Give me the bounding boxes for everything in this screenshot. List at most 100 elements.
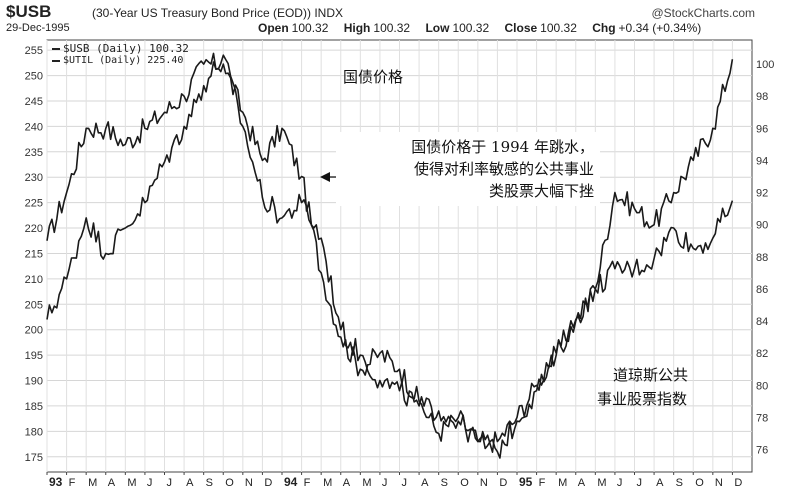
legend-swatch [52,48,60,50]
x-tick-label: J [147,477,153,489]
x-tick-label: N [245,477,253,489]
legend-label-util: $UTIL (Daily) 225.40 [63,55,184,66]
x-tick-label: O [460,477,469,489]
x-tick-label: O [695,477,704,489]
left-tick-label: 225 [25,198,43,210]
right-tick-label: 96 [756,123,768,135]
subtitle-text: (30-Year US Treasury Bond Price (EOD)) [92,6,311,20]
util-series-line [46,54,734,459]
legend-swatch [52,60,60,62]
left-tick-label: 250 [25,71,43,83]
x-tick-label: F [304,477,311,489]
left-tick-label: 175 [25,452,43,464]
x-tick-label: 94 [284,475,298,489]
low-label: Low [425,21,450,35]
x-tick-label: D [264,477,272,489]
left-tick-label: 195 [25,350,43,362]
util-index-label-line1: 道琼斯公共 [613,366,689,384]
right-tick-label: 80 [756,380,768,392]
x-tick-label: M [558,477,567,489]
right-tick-label: 78 [756,412,768,424]
x-tick-label: S [206,477,213,489]
low-value: 100.32 [452,21,490,35]
x-tick-label: M [127,477,136,489]
right-tick-label: 98 [756,91,768,103]
x-tick-label: J [382,477,388,489]
left-tick-label: 215 [25,248,43,260]
note-line: 使得对利率敏感的公共事业 [413,160,594,178]
left-tick-label: 255 [25,45,43,57]
right-tick-label: 86 [756,284,768,296]
x-tick-label: J [402,477,408,489]
x-tick-label: J [617,477,623,489]
x-tick-label: M [88,477,97,489]
x-tick-label: A [186,477,194,489]
x-tick-label: D [499,477,507,489]
x-tick-label: M [597,477,606,489]
series-lines [46,52,734,459]
left-tick-label: 205 [25,299,43,311]
chart-date: 29-Dec-1995 [6,22,70,34]
usb-series-line [46,52,734,453]
left-tick-label: 220 [25,223,43,235]
chg-value: +0.34 (+0.34%) [618,21,702,35]
exchange-label: INDX [314,6,343,20]
left-tick-label: 180 [25,426,43,438]
right-tick-label: 100 [756,59,774,71]
right-tick-label: 82 [756,348,768,360]
ohlc-readout: Open 100.32 High 100.32 Low 100.32 Close 100… [258,21,701,35]
x-tick-label: A [656,477,664,489]
high-value: 100.32 [373,21,411,35]
x-tick-label: J [167,477,173,489]
left-tick-label: 200 [25,325,43,337]
x-tick-label: A [578,477,586,489]
arrow-head [320,172,330,182]
util-index-label-line2: 事业股票指数 [597,390,688,408]
right-tick-label: 88 [756,252,768,264]
right-tick-label: 84 [756,316,768,328]
left-tick-label: 190 [25,376,43,388]
legend-item-usb: $USB (Daily) 100.32 [52,43,189,55]
legend-item-util: $UTIL (Daily) 225.40 [52,55,189,67]
x-tick-label: M [362,477,371,489]
right-tick-label: 92 [756,188,768,200]
right-tick-label: 76 [756,445,768,457]
chg-label: Chg [592,21,616,35]
axes: 175 180 185 190 195 200 205 210 215 220 225 230 235 2… [25,45,775,489]
annotation-note: 国债价格于 1994 年跳水， 使得对利率敏感的公共事业 类股票大幅下挫 [336,132,600,206]
x-tick-label: S [441,477,448,489]
note-line: 类股票大幅下挫 [488,182,594,200]
brand-label: @StockCharts.com [651,6,755,20]
ticker-symbol: $USB [6,2,52,21]
open-label: Open [258,21,289,35]
open-value: 100.32 [291,21,329,35]
legend: $USB (Daily) 100.32 $UTIL (Daily) 225.40 [52,43,189,67]
x-tick-label: S [676,477,683,489]
x-tick-label: N [715,477,723,489]
x-tick-label: A [343,477,351,489]
note-line: 国债价格于 1994 年跳水， [411,138,594,156]
left-tick-label: 230 [25,172,43,184]
left-tick-label: 245 [25,96,43,108]
chart-subtitle: (30-Year US Treasury Bond Price (EOD)) I… [92,6,343,20]
close-label: Close [504,21,538,35]
x-tick-label: A [421,477,429,489]
left-tick-label: 235 [25,147,43,159]
x-tick-label: N [480,477,488,489]
x-tick-label: O [225,477,234,489]
x-tick-label: J [637,477,643,489]
x-tick-label: 93 [49,475,63,489]
right-tick-label: 94 [756,155,768,167]
x-tick-label: F [69,477,76,489]
right-tick-label: 90 [756,220,768,232]
left-tick-label: 210 [25,274,43,286]
x-tick-label: F [539,477,546,489]
left-tick-label: 185 [25,401,43,413]
left-tick-label: 240 [25,121,43,133]
legend-label-usb: $USB (Daily) 100.32 [63,42,189,55]
x-tick-label: 95 [519,475,533,489]
x-tick-label: A [108,477,116,489]
close-value: 100.32 [540,21,577,35]
bond-price-label: 国债价格 [343,68,404,86]
